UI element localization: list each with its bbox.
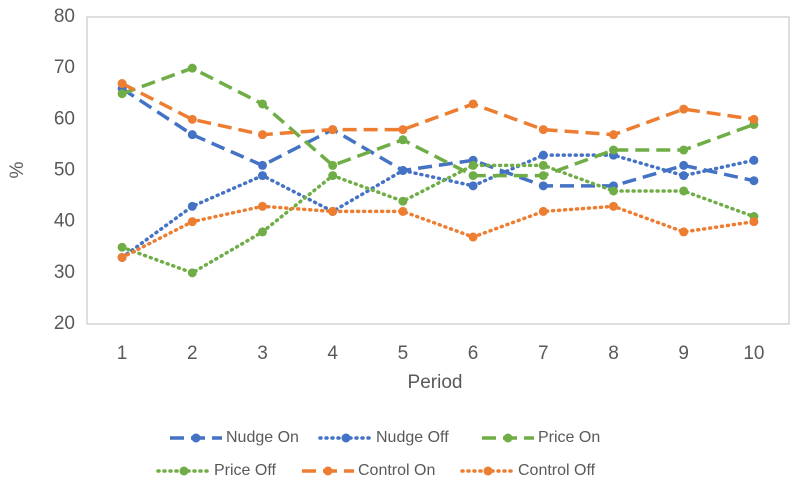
data-point bbox=[117, 89, 127, 99]
y-axis-label: % bbox=[7, 161, 28, 178]
data-point bbox=[749, 217, 759, 227]
series-line bbox=[121, 87, 755, 188]
data-point bbox=[398, 196, 408, 206]
data-point bbox=[258, 171, 267, 181]
data-point bbox=[328, 160, 338, 170]
data-point bbox=[538, 150, 548, 160]
legend-marker bbox=[179, 466, 189, 476]
data-point bbox=[117, 79, 127, 89]
legend-marker bbox=[503, 433, 513, 443]
data-point bbox=[679, 227, 689, 237]
legend-label: Control On bbox=[358, 462, 435, 479]
data-point bbox=[258, 227, 267, 237]
legend-label: Price Off bbox=[214, 462, 277, 479]
data-point bbox=[398, 125, 408, 135]
data-point bbox=[328, 206, 338, 216]
legend-marker bbox=[191, 433, 201, 443]
data-point bbox=[117, 252, 127, 262]
x-tick-label: 10 bbox=[743, 343, 764, 364]
data-point bbox=[468, 181, 478, 191]
x-tick-label: 2 bbox=[187, 343, 198, 364]
data-point bbox=[468, 171, 478, 181]
x-tick-label: 8 bbox=[608, 343, 619, 364]
x-tick-label: 1 bbox=[117, 343, 128, 364]
series-line bbox=[120, 163, 756, 275]
legend-marker bbox=[341, 433, 351, 443]
series-line bbox=[121, 81, 755, 137]
data-point bbox=[398, 135, 408, 145]
data-point bbox=[609, 201, 618, 211]
series-line bbox=[120, 204, 756, 260]
data-point bbox=[258, 160, 267, 170]
data-point bbox=[328, 171, 338, 181]
data-point bbox=[679, 104, 689, 114]
data-point bbox=[187, 63, 197, 73]
data-point bbox=[117, 242, 127, 252]
data-point bbox=[749, 176, 759, 186]
data-point bbox=[258, 201, 267, 211]
data-point bbox=[398, 166, 408, 175]
data-point bbox=[609, 145, 618, 155]
data-point bbox=[187, 130, 197, 140]
data-point bbox=[187, 217, 197, 227]
x-tick-label: 9 bbox=[678, 343, 689, 364]
data-point bbox=[749, 155, 759, 165]
legend-marker bbox=[323, 466, 333, 476]
y-tick-label: 60 bbox=[54, 108, 75, 129]
data-point bbox=[468, 99, 478, 109]
data-point bbox=[468, 160, 478, 170]
x-tick-label: 3 bbox=[257, 343, 268, 364]
data-point bbox=[258, 99, 267, 109]
data-point bbox=[749, 114, 759, 124]
y-tick-label: 40 bbox=[54, 211, 75, 232]
x-tick-label: 7 bbox=[538, 343, 549, 364]
data-point bbox=[609, 130, 618, 140]
y-tick-label: 20 bbox=[54, 313, 75, 334]
data-point bbox=[538, 171, 548, 181]
x-tick-label: 4 bbox=[327, 343, 338, 364]
y-tick-label: 80 bbox=[54, 6, 75, 27]
data-point bbox=[679, 160, 689, 170]
x-tick-label: 5 bbox=[398, 343, 409, 364]
data-point bbox=[679, 186, 689, 196]
legend-label: Price On bbox=[538, 429, 600, 446]
data-point bbox=[187, 268, 197, 278]
y-tick-label: 30 bbox=[54, 262, 75, 283]
data-point bbox=[258, 130, 267, 140]
data-point bbox=[328, 125, 338, 135]
legend-label: Control Off bbox=[518, 462, 596, 479]
data-point bbox=[187, 114, 197, 124]
data-point bbox=[609, 186, 618, 196]
legend-marker bbox=[483, 466, 493, 476]
series-line bbox=[121, 66, 755, 178]
data-point bbox=[538, 160, 548, 170]
series-line bbox=[120, 153, 756, 260]
legend-label: Nudge Off bbox=[376, 429, 449, 446]
data-point bbox=[468, 232, 478, 242]
data-point bbox=[187, 201, 197, 211]
data-point bbox=[679, 171, 689, 181]
x-tick-label: 6 bbox=[468, 343, 479, 364]
x-axis-label: Period bbox=[408, 372, 463, 393]
data-point bbox=[538, 206, 548, 216]
plot-frame bbox=[86, 16, 790, 325]
data-point bbox=[538, 181, 548, 191]
data-point bbox=[398, 206, 408, 216]
legend-label: Nudge On bbox=[226, 429, 299, 446]
y-tick-label: 50 bbox=[54, 160, 75, 181]
data-point bbox=[538, 125, 548, 135]
y-tick-label: 70 bbox=[54, 57, 75, 78]
data-point bbox=[679, 145, 689, 155]
